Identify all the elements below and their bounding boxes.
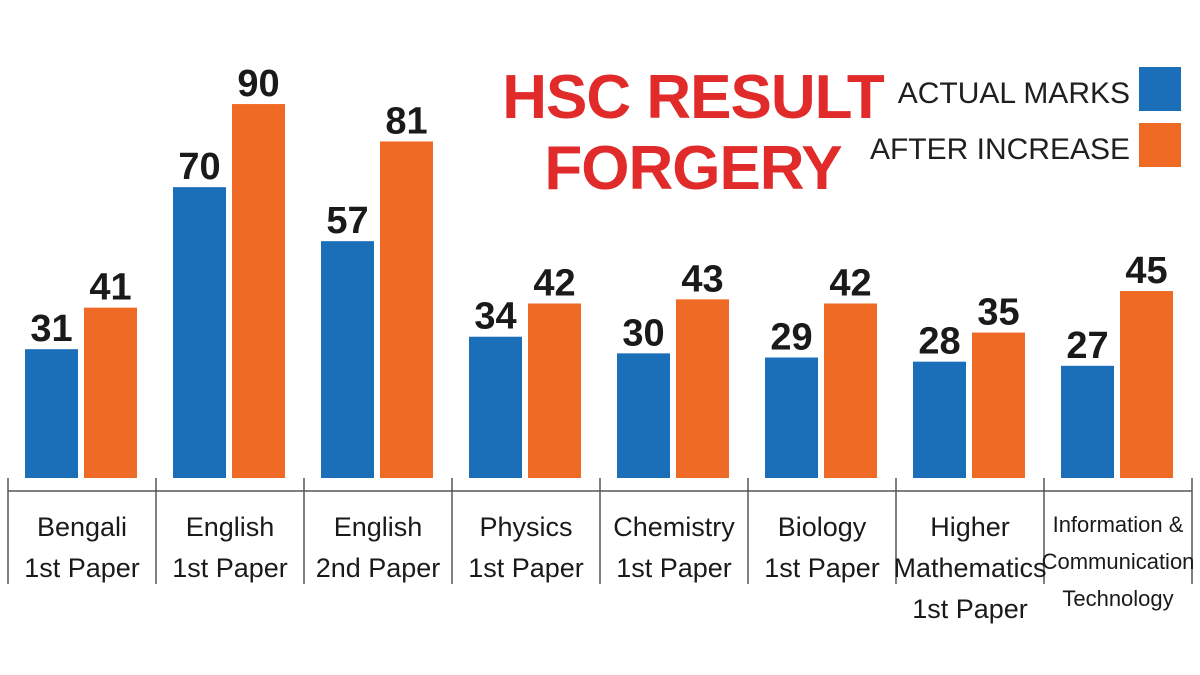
category-label-6-line-0: Higher — [930, 512, 1010, 542]
value-labels-group: 31 41 70 90 57 81 34 42 30 43 29 42 28 35 27 45 — [30, 63, 1167, 367]
bar-increased-1 — [232, 104, 285, 479]
category-label-1-line-1: 1st Paper — [172, 553, 288, 583]
value-label-actual-7: 27 — [1066, 325, 1108, 367]
category-label-7-line-1: Communication — [1042, 549, 1195, 574]
category-label-5-line-1: 1st Paper — [764, 553, 880, 583]
value-label-actual-5: 29 — [770, 317, 812, 359]
category-label-2-line-1: 2nd Paper — [316, 553, 441, 583]
bar-increased-3 — [528, 303, 581, 478]
chart-title-line-2: FORGERY — [544, 134, 842, 203]
value-label-increased-6: 35 — [977, 292, 1019, 334]
legend-label-0: ACTUAL MARKS — [898, 77, 1130, 110]
category-label-6-line-2: 1st Paper — [912, 594, 1028, 624]
value-label-increased-2: 81 — [385, 100, 427, 142]
bar-actual-7 — [1061, 365, 1114, 478]
legend-label-1: AFTER INCREASE — [870, 133, 1130, 166]
category-label-3-line-1: 1st Paper — [468, 553, 584, 583]
bar-actual-0 — [25, 349, 78, 478]
category-label-3-line-0: Physics — [479, 512, 572, 542]
chart-title: HSC RESULT FORGERY — [502, 63, 886, 203]
bars-group — [25, 104, 1173, 479]
category-label-4-line-0: Chemistry — [613, 512, 735, 542]
legend: ACTUAL MARKS AFTER INCREASE — [870, 67, 1181, 167]
value-label-actual-1: 70 — [178, 146, 220, 188]
legend-swatch-0 — [1139, 67, 1181, 111]
bar-actual-1 — [173, 187, 226, 478]
bar-increased-0 — [84, 307, 137, 478]
category-label-5-line-0: Biology — [778, 512, 867, 542]
category-label-7-line-0: Information & — [1053, 512, 1184, 537]
category-label-1-line-0: English — [186, 512, 275, 542]
category-label-2-line-0: English — [334, 512, 423, 542]
bar-increased-7 — [1120, 291, 1173, 478]
category-label-0-line-1: 1st Paper — [24, 553, 140, 583]
bar-increased-5 — [824, 303, 877, 478]
value-label-increased-5: 42 — [829, 262, 871, 304]
value-label-actual-6: 28 — [918, 321, 960, 363]
bar-actual-4 — [617, 353, 670, 478]
value-label-increased-3: 42 — [533, 262, 575, 304]
category-label-7-line-2: Technology — [1062, 586, 1173, 611]
chart-title-line-1: HSC RESULT — [502, 63, 885, 132]
bar-actual-6 — [913, 361, 966, 478]
category-labels-group: Bengali 1st Paper English 1st Paper English 2… — [24, 512, 1194, 624]
x-axis — [7, 478, 1193, 584]
bar-increased-4 — [676, 299, 729, 478]
category-label-0-line-0: Bengali — [37, 512, 127, 542]
value-label-actual-0: 31 — [30, 308, 72, 350]
bar-increased-6 — [972, 332, 1025, 478]
bar-actual-2 — [321, 241, 374, 478]
bar-actual-3 — [469, 336, 522, 478]
value-label-increased-4: 43 — [681, 258, 723, 300]
value-label-increased-0: 41 — [89, 267, 131, 309]
category-label-6-line-1: Mathematics — [893, 553, 1046, 583]
legend-swatch-1 — [1139, 123, 1181, 167]
category-label-4-line-1: 1st Paper — [616, 553, 732, 583]
value-label-actual-4: 30 — [622, 312, 664, 354]
bar-actual-5 — [765, 357, 818, 478]
value-label-increased-1: 90 — [237, 63, 279, 105]
value-label-actual-2: 57 — [326, 200, 368, 242]
value-label-actual-3: 34 — [474, 296, 516, 338]
bar-increased-2 — [380, 141, 433, 478]
value-label-increased-7: 45 — [1125, 250, 1167, 292]
